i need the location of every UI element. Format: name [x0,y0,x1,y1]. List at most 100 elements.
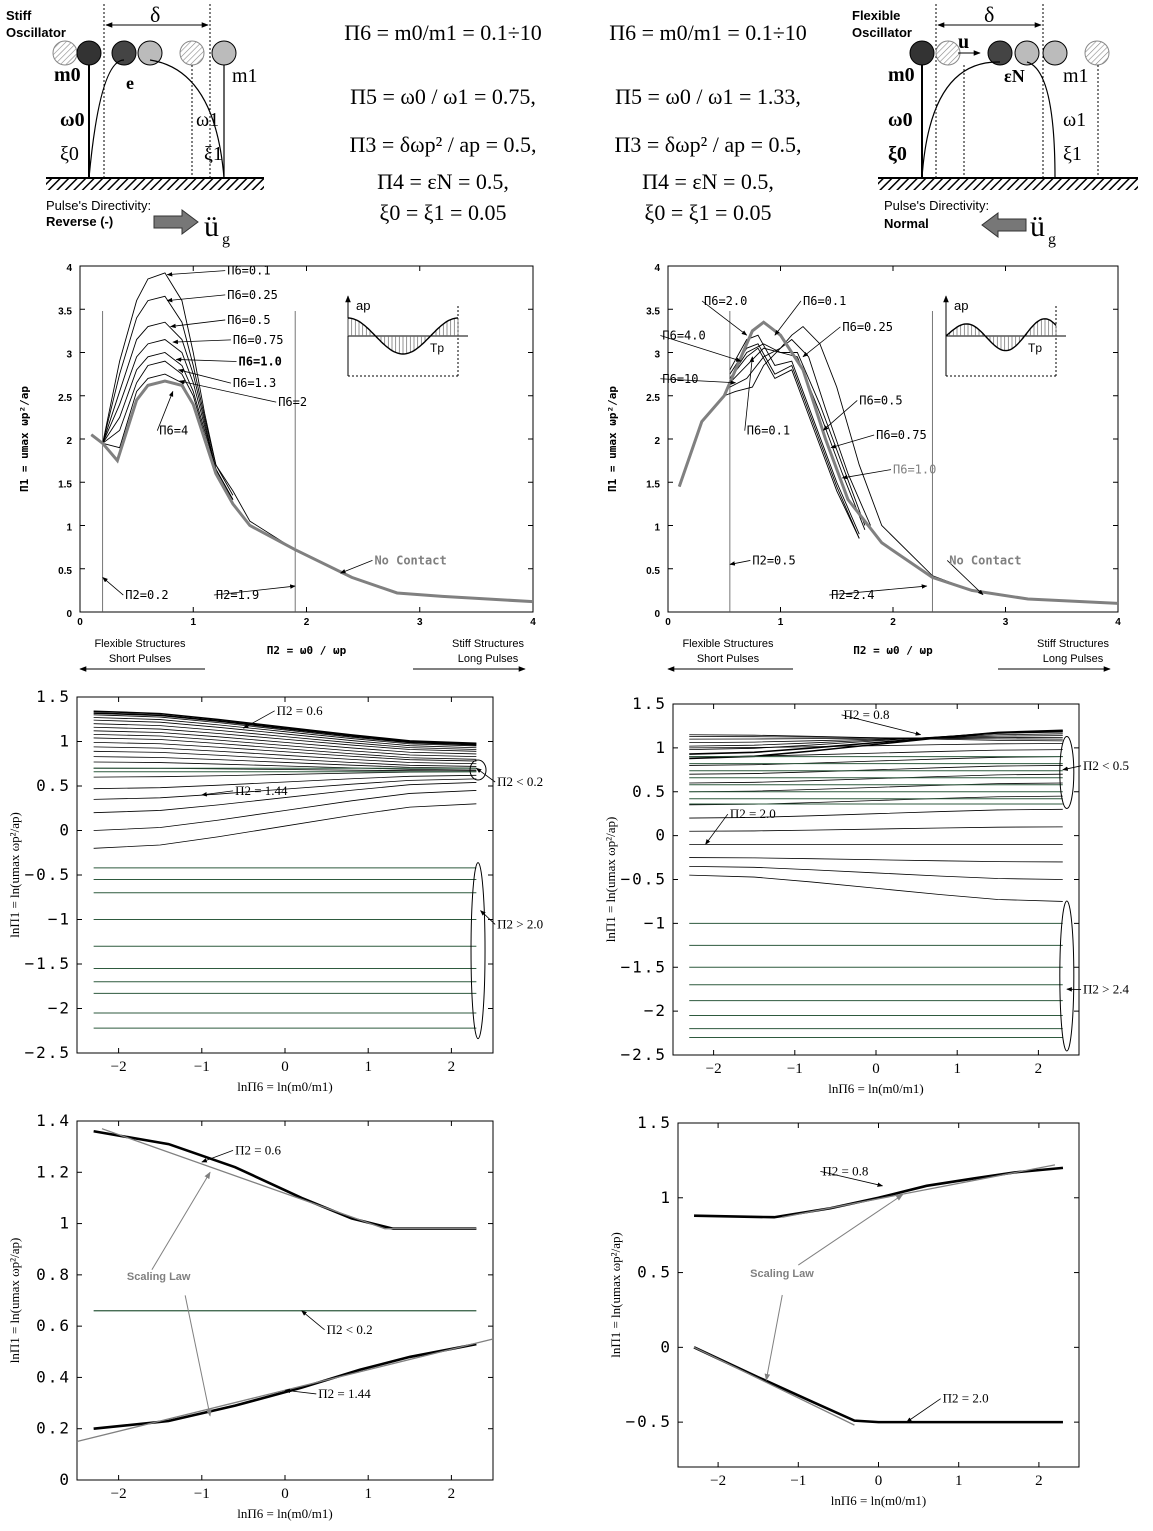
series-line [93,717,477,747]
annotation-label: Π6=2 [278,395,307,409]
svg-text:m0: m0 [54,64,81,86]
x-tick-label: 1 [953,1061,961,1077]
annotation-label: Scaling Law [127,1271,191,1283]
y-tick-label: 1 [660,1188,672,1207]
annotation-arrow [774,300,802,336]
series-line [102,339,234,500]
region-label: Short Pulses [697,653,760,665]
series-line [102,373,234,505]
annotation-arrow [841,714,922,736]
series-line [689,749,1063,758]
x-tick-label: 2 [448,1059,456,1075]
y-tick-label: 0.5 [632,782,667,801]
y-tick-label: 0 [59,1470,71,1489]
x-tick-label: 4 [530,617,536,628]
annotation-arrow [906,1398,941,1423]
annotation-label: Π2 = 2.0 [730,806,776,821]
y-tick-label: 0 [66,609,72,620]
chart-scaling-left: −2 −1 0 1 2 0 0.2 0.4 0.6 0.8 1 1.2 1.4 lnΠ6 = ln(m0/… [7,1111,494,1521]
svg-text:Π4 = εN = 0.5,: Π4 = εN = 0.5, [642,169,774,194]
svg-text:ξ0 = ξ1 = 0.05: ξ0 = ξ1 = 0.05 [380,200,507,225]
y-tick-label: 3.5 [646,306,660,317]
series-line [689,765,1063,775]
svg-text:Normal: Normal [884,216,929,231]
region-label: Short Pulses [109,653,172,665]
y-tick-label: −0.5 [24,865,71,884]
series-line [689,874,1063,902]
x-axis-label: lnΠ6 = ln(m0/m1) [831,1493,926,1508]
sketch-left: Stiff Oscillator δ m0 e m1 ω0 ω1 ξ0 ξ1 P… [6,2,264,248]
annotation-arrow [820,1170,884,1187]
svg-text:ω0: ω0 [888,109,913,131]
y-tick-label: 0.4 [36,1367,71,1386]
y-tick-label: 4 [66,263,72,274]
annotation-label: Π6=0.75 [876,428,927,442]
series-line [689,782,1063,793]
annotation-arrow [166,270,226,277]
sketch-right: Flexible Oscillator δ u m0 εN m1 ω0 ω1 ξ… [852,2,1138,248]
annotation-arrow [480,910,496,925]
svg-text:Pulse's Directivity:: Pulse's Directivity: [46,198,151,213]
annotation-arrow [339,560,373,574]
annotation-arrow [177,368,231,384]
annotation-label: Π2 = 0.6 [235,1142,281,1157]
y-tick-label: 0.8 [36,1265,71,1284]
annotation-label: Π2 = 2.0 [943,1391,989,1406]
svg-text:ü: ü [204,210,219,243]
group-ellipse [1059,900,1075,1052]
annotation-label: Π2 > 2.0 [497,916,543,931]
series-line [689,735,1063,744]
series-line [689,736,1063,740]
y-tick-label: 1.5 [36,687,71,706]
annotation-arrow [301,1310,325,1331]
svg-text:ω0: ω0 [60,109,85,131]
series-line [93,761,477,771]
mass-m0 [76,40,102,66]
y-tick-label: 1 [654,523,660,534]
series-line [689,857,1063,863]
series-line [93,723,477,750]
params-left: Π6 = m0/m1 = 0.1÷10 Π5 = ω0 / ω1 = 0.75,… [344,20,542,225]
y-tick-label: −1 [48,910,71,929]
annotation-label: Π2=2.4 [831,588,874,602]
series-line [689,734,1063,742]
x-tick-label: −1 [790,1473,806,1489]
annotation-label: Π6=2.0 [704,294,747,308]
y-tick-label: −2 [644,1001,667,1020]
annotation-label: Π2 = 1.44 [235,783,288,798]
series-line [689,826,1063,832]
series-line [93,712,477,745]
annotation-arrow [829,584,928,596]
svg-text:ξ1: ξ1 [1063,143,1082,165]
series-line [102,321,234,500]
series-line [689,743,1063,749]
region-label: Long Pulses [1043,653,1104,665]
svg-text:ü: ü [1030,210,1045,243]
series-line [93,726,477,752]
pulse-inset: ap Tp [345,295,468,377]
svg-text:m1: m1 [1063,65,1089,87]
y-axis-label: lnΠ1 = ln(umax ωp²/ap) [7,1238,22,1364]
annotation-label: Π6=1.3 [233,376,276,390]
charts: 0 1 2 3 4 0 0.5 1 1.5 2 2.5 3 3.5 4 Π2 = ω0 / ωp Π1 = u… [7,263,1130,1521]
annotation-label: No Contact [374,553,446,567]
annotation-arrow [946,560,984,596]
chart-spectrum-right: 0 1 2 3 4 0 0.5 1 1.5 2 2.5 3 3.5 4 Π2 = ω0 / ωp Π1 = u… [606,263,1121,672]
annotation-label: Scaling Law [750,1268,814,1280]
svg-text:Oscillator: Oscillator [852,25,912,40]
annotation-label: Π2=0.5 [752,553,795,567]
series-line [93,756,477,769]
series-line [93,737,477,760]
svg-text:Π3 = δωp² / ap = 0.5,: Π3 = δωp² / ap = 0.5, [614,132,801,157]
y-tick-label: 0.5 [36,776,71,795]
annotation-arrow [705,813,729,845]
annotation-label: Π2 > 2.4 [1083,982,1129,997]
annotation-arrow [175,357,237,362]
annotation-label: Π2=0.2 [125,588,168,602]
params-right: Π6 = m0/m1 = 0.1÷10 Π5 = ω0 / ω1 = 1.33,… [609,20,807,225]
series-line [93,741,477,762]
y-tick-label: 1.5 [646,479,660,490]
scaling-arrow [798,1194,904,1266]
chart-spectrum-left: 0 1 2 3 4 0 0.5 1 1.5 2 2.5 3 3.5 4 Π2 = ω0 / ωp Π1 = u… [18,263,536,672]
x-axis-label: lnΠ6 = ln(m0/m1) [237,1079,332,1094]
